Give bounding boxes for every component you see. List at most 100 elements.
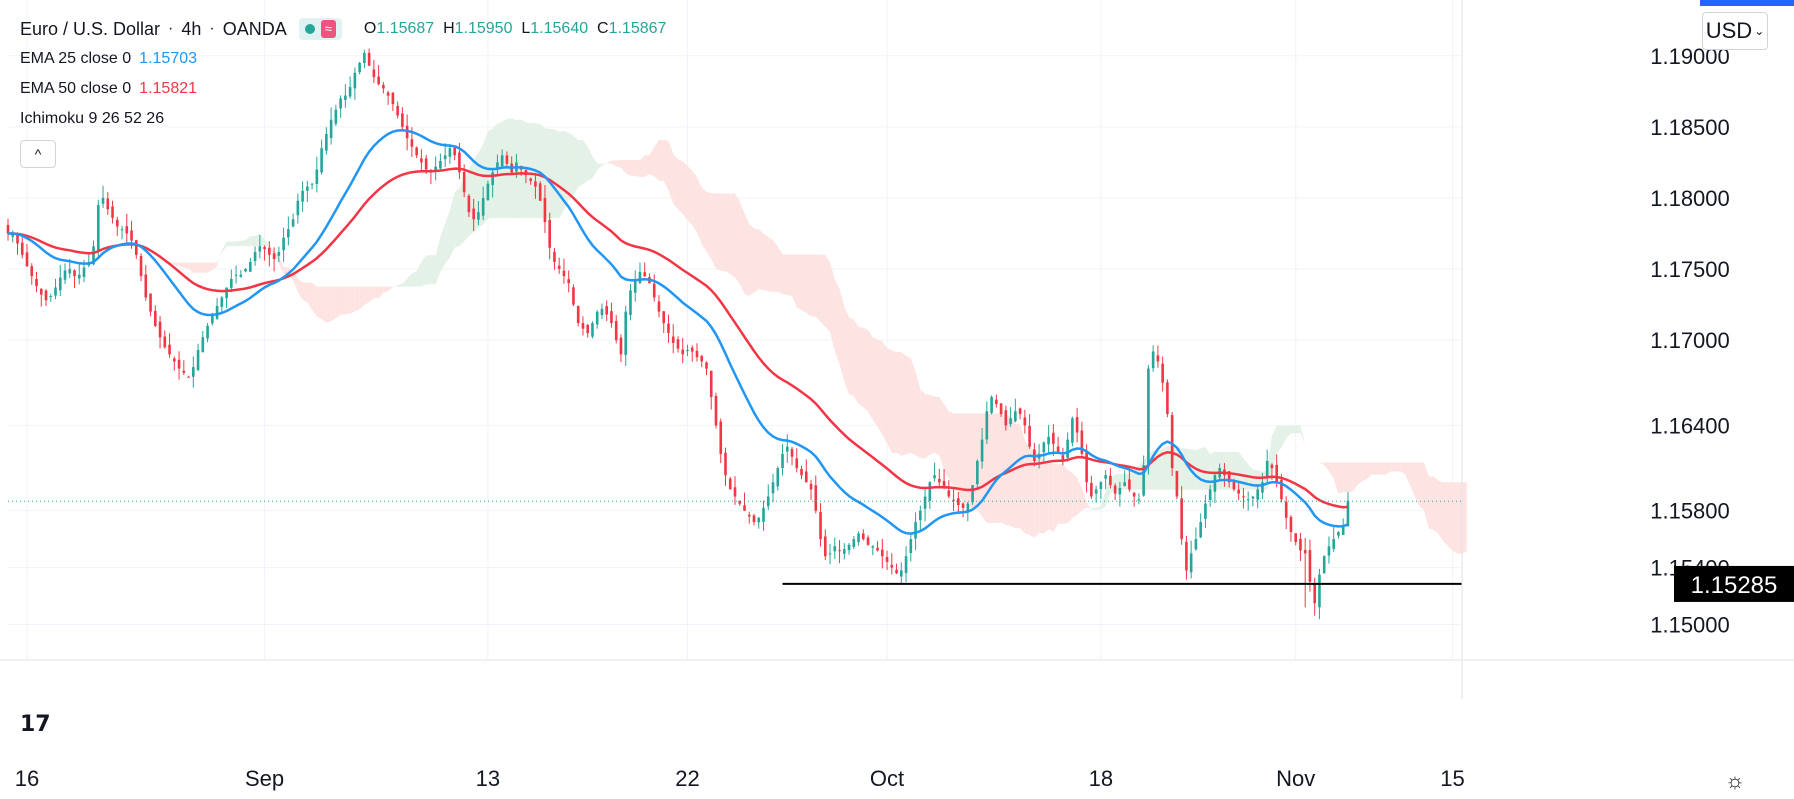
cloud-segment <box>373 286 379 299</box>
compare-wave-icon[interactable]: ≈ <box>320 20 336 38</box>
cloud-segment <box>801 254 807 313</box>
cloud-segment <box>350 286 355 314</box>
indicator-value: 1.15821 <box>139 80 198 97</box>
candle-body <box>410 139 414 147</box>
candle-body <box>268 247 271 255</box>
candle-body <box>871 546 875 548</box>
candle-body <box>1313 584 1317 604</box>
cloud-segment <box>953 413 959 493</box>
symbol-title[interactable]: Euro / U.S. Dollar <box>20 19 161 39</box>
candle-body <box>168 344 171 355</box>
cloud-segment <box>312 282 317 317</box>
cloud-segment <box>806 254 812 317</box>
ema25-line <box>8 128 1349 535</box>
cloud-segment <box>497 121 503 219</box>
settings-icon[interactable]: ☼ <box>1724 768 1746 793</box>
candle-body <box>500 155 504 167</box>
separator-dot: · <box>209 20 215 37</box>
cloud-segment <box>934 396 940 456</box>
candle-body <box>11 233 15 237</box>
candle-body <box>1028 426 1031 447</box>
cloud-segment <box>411 271 417 287</box>
cloud-segment <box>316 286 322 320</box>
candle-body <box>196 350 200 371</box>
candle-body <box>1299 538 1302 551</box>
candle-body <box>386 92 390 96</box>
cloud-segment <box>815 254 821 322</box>
candle-body <box>1204 503 1207 519</box>
collapse-legend-button[interactable]: ^ <box>20 140 56 168</box>
candle-body <box>1242 496 1245 498</box>
cloud-segment <box>882 341 888 443</box>
candle-body <box>173 358 176 362</box>
price-tick-label: 1.17000 <box>1650 328 1730 353</box>
cloud-segment <box>849 317 854 397</box>
candle-body <box>182 370 186 373</box>
indicator-ema25[interactable]: EMA 25 close 0 1.15703 <box>20 44 666 74</box>
candle-body <box>77 274 81 279</box>
currency-button[interactable]: USD ⌄ <box>1702 12 1768 50</box>
candle-body <box>382 85 385 89</box>
cloud-segment <box>1252 469 1258 490</box>
cloud-segment <box>948 411 954 487</box>
cloud-segment <box>297 278 303 300</box>
currency-label: USD <box>1705 18 1753 43</box>
time-tick-label: 18 <box>1089 766 1113 791</box>
candle-body <box>1004 410 1008 426</box>
cloud-segment <box>1400 462 1405 475</box>
candle-body <box>372 69 376 78</box>
cloud-segment <box>754 228 759 293</box>
cloud-segment <box>321 286 327 323</box>
cloud-segment <box>1191 449 1196 490</box>
cloud-segment <box>1442 482 1448 547</box>
candle-body <box>472 208 475 220</box>
cloud-segment <box>929 394 935 455</box>
market-status-pill[interactable]: ≈ <box>298 18 342 40</box>
candle-body <box>211 314 214 324</box>
cloud-segment <box>236 240 241 247</box>
cloud-segment <box>1077 477 1082 516</box>
interval-label[interactable]: 4h <box>181 19 202 39</box>
candle-body <box>1213 475 1217 492</box>
cloud-segment <box>649 147 655 177</box>
indicator-name: EMA 50 close 0 <box>20 80 132 97</box>
cloud-segment <box>1362 462 1367 482</box>
candle-body <box>795 458 799 469</box>
cloud-segment <box>635 160 640 177</box>
candle-body <box>1090 482 1093 497</box>
candle-body <box>776 468 780 487</box>
cloud-segment <box>264 239 270 247</box>
cloud-segment <box>687 166 693 226</box>
candle-body <box>344 95 347 101</box>
candle-body <box>287 229 290 238</box>
indicator-ichimoku[interactable]: Ichimoku 9 26 52 26 <box>20 104 666 134</box>
candle-body <box>1109 475 1112 486</box>
candle-body <box>505 155 509 164</box>
cloud-segment <box>525 122 531 219</box>
candle-body <box>709 370 713 397</box>
time-tick-label: Oct <box>870 766 904 791</box>
cloud-segment <box>335 286 341 319</box>
candle-body <box>676 339 680 349</box>
indicator-ema50[interactable]: EMA 50 close 0 1.15821 <box>20 74 666 104</box>
cloud-segment <box>1157 448 1163 490</box>
market-open-icon <box>304 24 315 34</box>
candle-body <box>120 229 124 231</box>
cloud-segment <box>920 389 926 459</box>
candle-body <box>363 52 366 63</box>
symbol-row: Euro / U.S. Dollar · 4h · OANDA ≈ O1.156… <box>20 14 666 44</box>
candle-body <box>1156 355 1160 362</box>
candle-body <box>1199 522 1202 538</box>
tradingview-logo-icon[interactable]: 17 <box>20 712 51 737</box>
cloud-segment <box>1119 473 1125 490</box>
cloud-segment <box>872 337 878 427</box>
cloud-segment <box>763 233 769 292</box>
cloud-segment <box>677 159 683 215</box>
candle-body <box>325 133 328 151</box>
candle-body <box>1085 450 1088 483</box>
candle-body <box>25 252 29 267</box>
candle-body <box>263 246 266 250</box>
candle-body <box>1066 439 1069 458</box>
